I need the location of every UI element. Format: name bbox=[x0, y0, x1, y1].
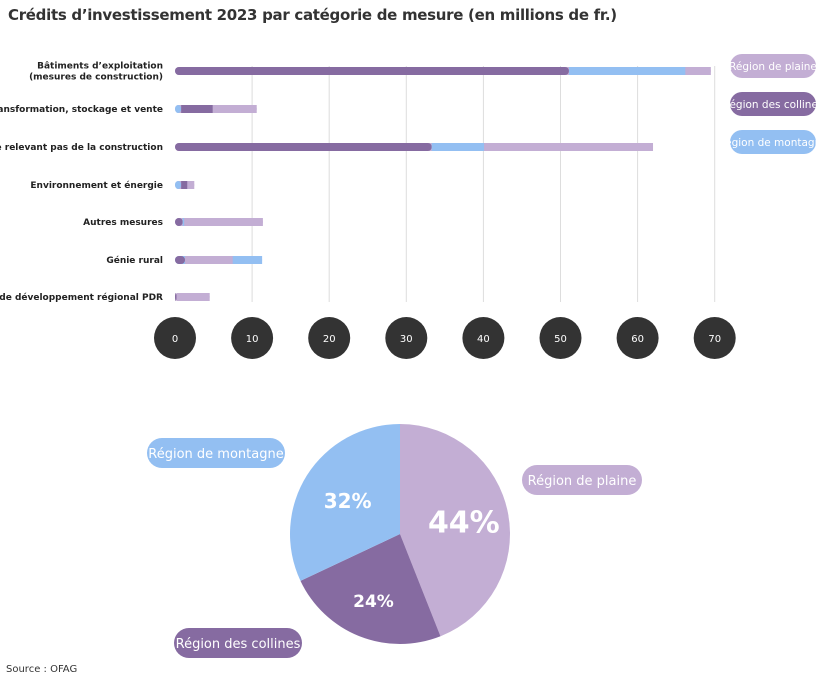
tick-circle bbox=[231, 317, 274, 359]
tick-label: 60 bbox=[631, 334, 644, 345]
tick-label: 70 bbox=[708, 334, 721, 345]
pie-legend-label: Région des collines bbox=[176, 637, 301, 652]
bar-segment bbox=[181, 181, 188, 189]
tick-circle bbox=[616, 317, 659, 359]
legend-label: Région des collines bbox=[723, 99, 824, 111]
bar-segment bbox=[232, 256, 263, 264]
category-label: Autres mesures bbox=[83, 218, 163, 228]
category-label: Transformation, stockage et vente bbox=[0, 105, 163, 115]
category-label: Génie rural bbox=[106, 255, 163, 266]
bar-segment bbox=[431, 143, 485, 151]
tick-label: 20 bbox=[323, 334, 336, 345]
pie-legend-pill bbox=[522, 465, 642, 495]
bar-segment bbox=[175, 67, 569, 75]
legend-pill bbox=[730, 130, 816, 154]
category-label: Environnement et énergie bbox=[30, 180, 163, 191]
bar-segment bbox=[212, 105, 257, 113]
bar-segment bbox=[175, 105, 182, 113]
tick-circle bbox=[385, 317, 428, 359]
pie-legend-label: Région de montagne bbox=[148, 447, 283, 462]
bar-segment bbox=[175, 181, 182, 189]
pie-legend-pill bbox=[147, 438, 285, 468]
bar-segment bbox=[685, 67, 711, 75]
tick-circle bbox=[539, 317, 582, 359]
pie-value-label: 32% bbox=[324, 489, 372, 513]
category-label: Projets de développement régional PDR bbox=[0, 292, 163, 303]
category-label: Mesures ne relevant pas de la constructi… bbox=[0, 143, 163, 153]
legend-label: Région de plaine bbox=[729, 61, 817, 73]
bar-segment bbox=[484, 143, 654, 151]
tick-circle bbox=[693, 317, 736, 359]
bar-segment bbox=[181, 105, 213, 113]
tick-label: 30 bbox=[400, 334, 413, 345]
bar-segment bbox=[175, 143, 432, 151]
bar-segment bbox=[175, 218, 183, 226]
tick-label: 40 bbox=[477, 334, 490, 345]
category-label: (mesures de construction) bbox=[29, 73, 163, 83]
tick-circle bbox=[462, 317, 505, 359]
bar-segment bbox=[175, 256, 186, 264]
source-note: Source : OFAG bbox=[6, 664, 78, 675]
bar-segment bbox=[187, 181, 195, 189]
tick-label: 10 bbox=[246, 334, 259, 345]
legend-pill bbox=[730, 54, 816, 78]
pie-slice bbox=[300, 534, 441, 644]
legend-label: Région de montagne bbox=[718, 137, 827, 149]
pie-slice bbox=[400, 424, 511, 637]
bar-segment bbox=[182, 218, 185, 226]
pie-value-label: 24% bbox=[353, 592, 394, 612]
pie-legend-label: Région de plaine bbox=[528, 474, 637, 489]
tick-label: 50 bbox=[554, 334, 567, 345]
tick-circle bbox=[154, 317, 196, 359]
pie-value-label: 44% bbox=[428, 505, 500, 540]
category-label: Bâtiments d’exploitation bbox=[37, 62, 163, 72]
tick-circle bbox=[308, 317, 351, 359]
bar-segment bbox=[176, 293, 210, 301]
tick-label: 0 bbox=[172, 334, 178, 345]
bar-segment bbox=[185, 256, 233, 264]
bar-segment bbox=[568, 67, 686, 75]
pie-legend-pill bbox=[174, 628, 302, 658]
bar-segment bbox=[175, 293, 177, 301]
pie-slice bbox=[290, 424, 400, 581]
legend-pill bbox=[730, 92, 816, 116]
bar-segment bbox=[184, 218, 263, 226]
chart-title: Crédits d’investissement 2023 par catégo… bbox=[8, 6, 617, 24]
